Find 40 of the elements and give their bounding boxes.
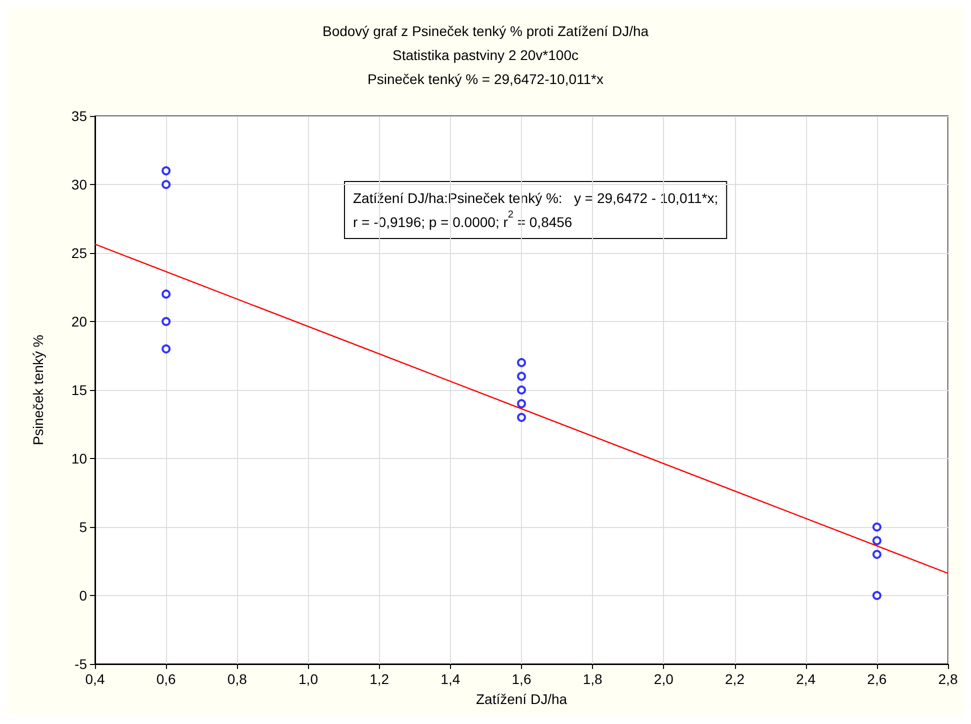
- point: [517, 358, 526, 368]
- y-tick-label: 15: [71, 382, 88, 398]
- x-tick-label: 2,2: [725, 671, 745, 687]
- x-tick-label: 1,8: [582, 671, 603, 687]
- x-tick-label: 0,8: [227, 671, 248, 687]
- y-axis-title: Psineček tenký %: [30, 334, 46, 446]
- chart-title: Bodový graf z Psineček tenký % proti Zatížení DJ/ha: [322, 23, 649, 39]
- point: [517, 412, 526, 422]
- y-tick-label: -5: [74, 656, 88, 672]
- point: [162, 290, 171, 299]
- x-tick-label: 0,4: [85, 671, 105, 687]
- y-tick-label: 20: [71, 314, 88, 330]
- point: [517, 399, 526, 408]
- chart-subtitle: Statistika pastviny 2 20v*100c Psineček tenký % = 29,6472-10,011*x: [368, 47, 604, 87]
- y-tick-label: 35: [71, 108, 88, 124]
- y-tick-label: 5: [79, 519, 88, 535]
- point: [162, 317, 171, 326]
- point: [162, 344, 171, 354]
- point: [872, 522, 882, 532]
- x-tick-label: 2,0: [654, 671, 674, 687]
- point: [872, 591, 882, 600]
- point: [162, 166, 171, 176]
- point: [517, 386, 526, 394]
- x-tick-label: 1,0: [298, 671, 318, 687]
- x-tick-label: 2,4: [796, 671, 816, 687]
- x-tick-label: 0,6: [156, 671, 176, 687]
- y-tick-label: 10: [71, 450, 88, 466]
- point: [162, 180, 171, 189]
- y-tick-label: 30: [71, 176, 88, 192]
- x-tick-label: 1,2: [370, 671, 390, 687]
- point: [872, 550, 882, 559]
- point: [872, 536, 882, 546]
- x-tick-label: 1,6: [512, 671, 532, 687]
- x-axis-title: Zatížení DJ/ha: [476, 691, 568, 707]
- x-tick-label: 2,8: [938, 671, 958, 687]
- y-tick-label: 0: [79, 588, 88, 604]
- y-tick-label: 25: [71, 245, 88, 261]
- x-tick-label: 2,6: [867, 671, 887, 687]
- point: [517, 372, 526, 381]
- x-tick-label: 1,4: [440, 671, 460, 687]
